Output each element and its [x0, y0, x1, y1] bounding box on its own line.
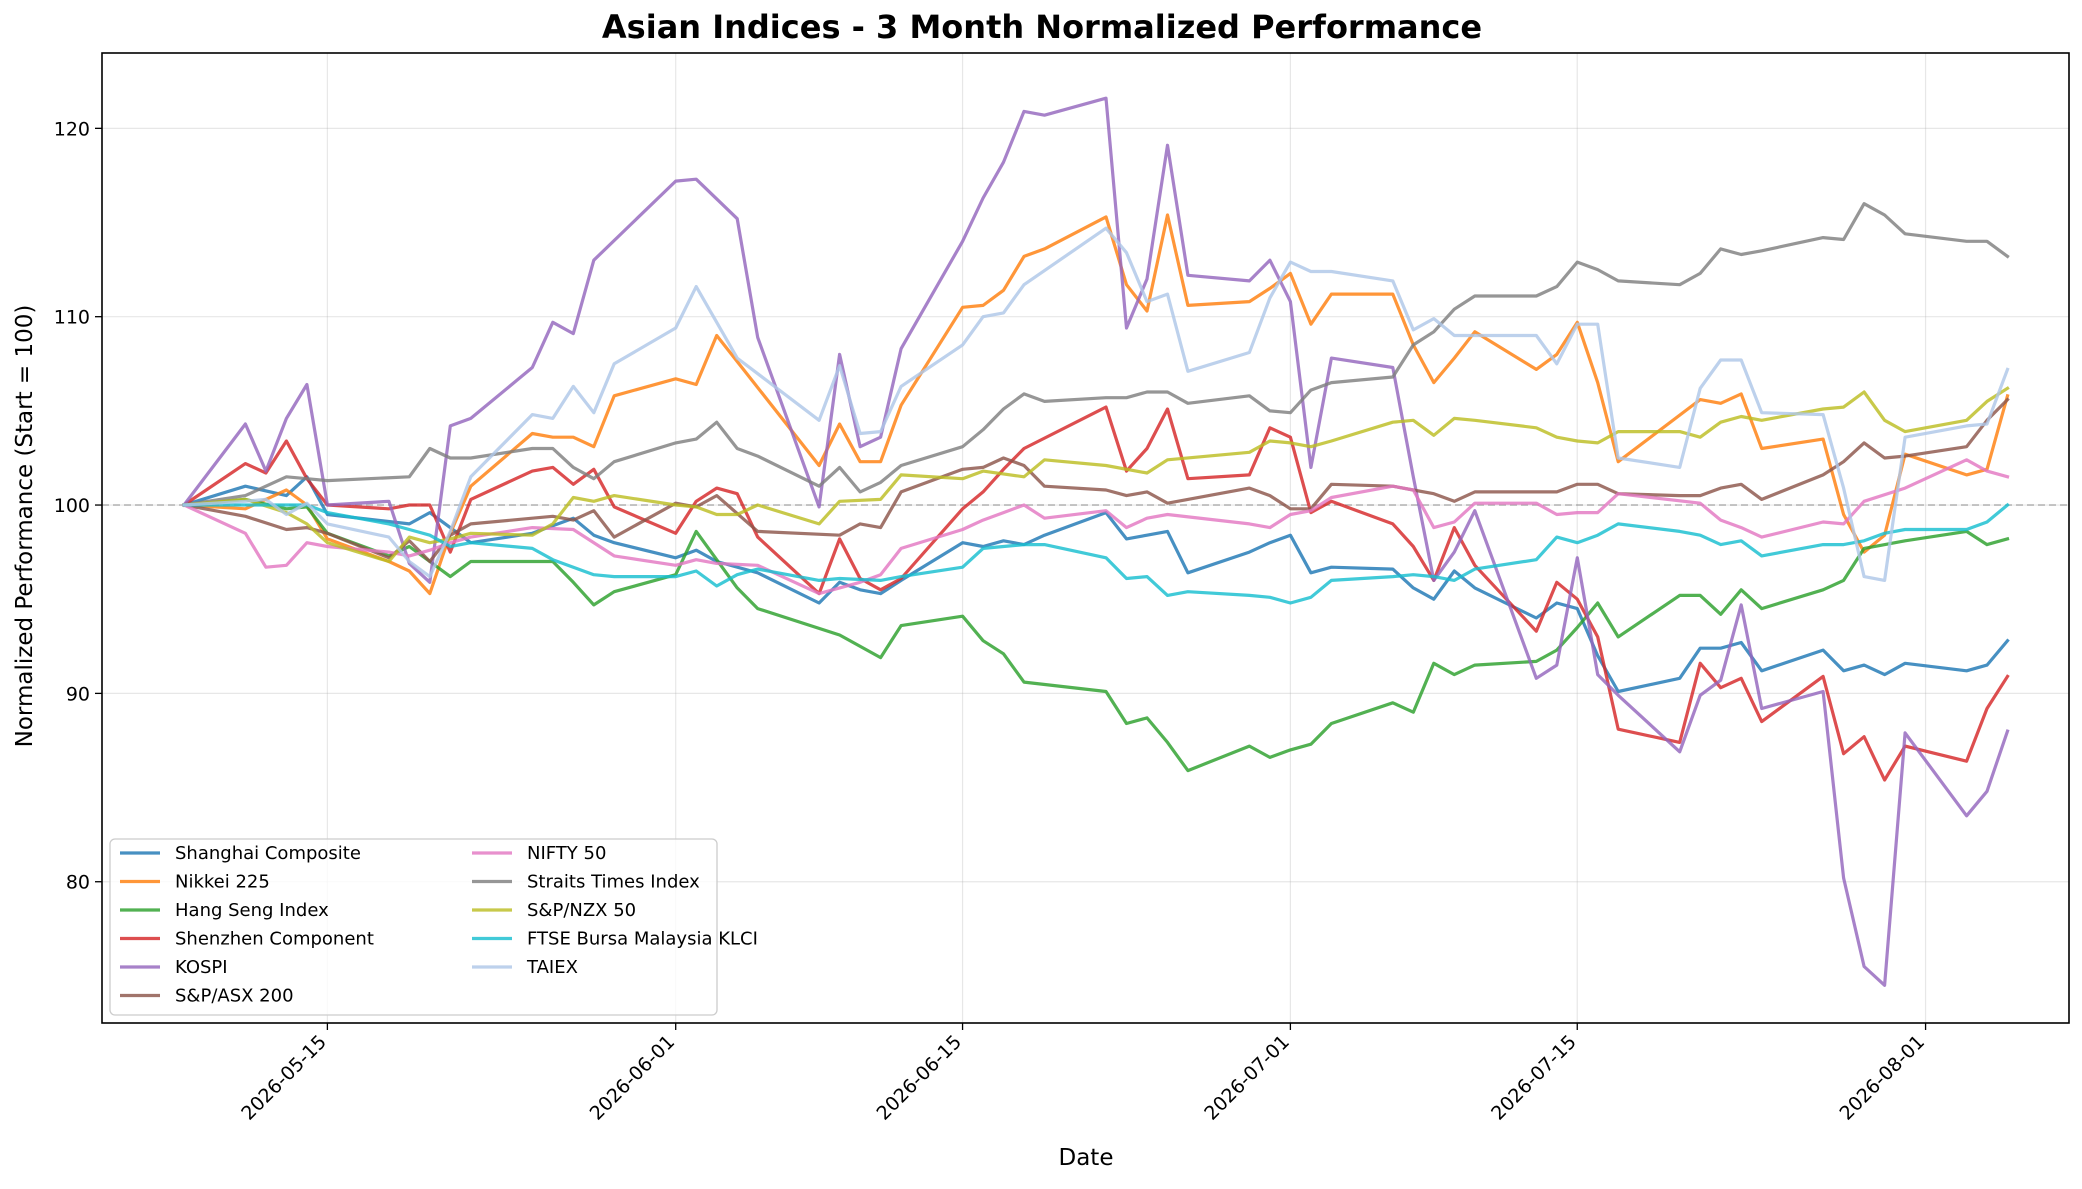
series-line-straits-times-index [182, 202, 2010, 507]
x-tick-label: 2026-08-01 [1835, 1031, 1929, 1125]
chart-title: Asian Indices - 3 Month Normalized Perfo… [602, 8, 1482, 46]
legend-label-ftse-bursa-malaysia-klci: FTSE Bursa Malaysia KLCI [527, 929, 758, 950]
legend-box [109, 838, 718, 1016]
series-line-s-p-nzx-50 [182, 386, 2010, 564]
y-axis-ticks: 80 90 100 110 120 [54, 118, 102, 894]
y-tick-label: 90 [66, 683, 90, 705]
series-line-kospi [181, 96, 2010, 987]
series-line-taiex [182, 226, 2010, 582]
plot-area-frame [101, 52, 2070, 1024]
x-tick-label: 2026-07-15 [1487, 1031, 1581, 1125]
x-tick-label: 2026-07-01 [1200, 1031, 1294, 1125]
series-line-hang-seng-index [182, 497, 2010, 773]
y-axis-label: Normalized Performance (Start = 100) [12, 305, 38, 748]
legend-label-hang-seng-index: Hang Seng Index [175, 900, 329, 921]
legend-label-straits-times-index: Straits Times Index [527, 872, 700, 893]
x-tick-label: 2026-06-01 [586, 1031, 680, 1125]
legend-label-nikkei-225: Nikkei 225 [175, 872, 270, 893]
legend-label-shanghai-composite: Shanghai Composite [175, 843, 361, 864]
x-tick-label: 2026-06-15 [872, 1031, 966, 1125]
legend-label-shenzhen-component: Shenzhen Component [175, 929, 374, 950]
series-layer [181, 96, 2010, 987]
series-line-shanghai-composite [182, 475, 2010, 694]
x-tick-label: 2026-05-15 [237, 1031, 331, 1125]
series-line-nikkei-225 [182, 213, 2010, 596]
series-line-s-p-asx-200 [182, 397, 2010, 564]
legend-label-kospi: KOSPI [175, 957, 228, 978]
legend-label-taiex: TAIEX [526, 957, 578, 978]
y-tick-label: 120 [54, 118, 90, 140]
series-line-ftse-bursa-malaysia-klci [182, 502, 2010, 605]
legend-label-s-p-nzx-50: S&P/NZX 50 [527, 900, 636, 921]
legend-label-s-p-asx-200: S&P/ASX 200 [175, 986, 294, 1007]
y-tick-label: 110 [54, 307, 90, 329]
series-line-nifty-50 [181, 458, 2010, 596]
y-tick-label: 100 [54, 495, 90, 517]
legend: Shanghai Composite Nikkei 225 Hang Seng In… [109, 838, 758, 1016]
series-line-shenzhen-component [181, 405, 2010, 782]
x-axis-ticks: 2026-05-15 2026-06-01 2026-06-15 2026-07-01… [237, 1023, 1929, 1125]
legend-label-nifty-50: NIFTY 50 [527, 843, 606, 864]
x-axis-label: Date [1059, 1145, 1114, 1171]
y-tick-label: 80 [66, 872, 90, 894]
